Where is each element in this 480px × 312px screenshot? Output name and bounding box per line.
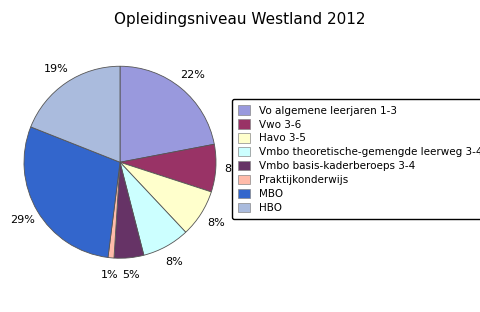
Wedge shape (24, 127, 120, 257)
Legend: Vo algemene leerjaren 1-3, Vwo 3-6, Havo 3-5, Vmbo theoretische-gemengde leerweg: Vo algemene leerjaren 1-3, Vwo 3-6, Havo… (231, 99, 480, 219)
Wedge shape (31, 66, 120, 162)
Text: 8%: 8% (207, 218, 225, 228)
Wedge shape (120, 144, 216, 192)
Text: 8%: 8% (224, 164, 242, 174)
Text: 29%: 29% (10, 215, 35, 225)
Text: 5%: 5% (122, 270, 140, 280)
Text: 1%: 1% (100, 270, 118, 280)
Wedge shape (114, 162, 144, 258)
Text: 8%: 8% (166, 256, 183, 266)
Text: Opleidingsniveau Westland 2012: Opleidingsniveau Westland 2012 (114, 12, 366, 27)
Text: 22%: 22% (180, 70, 204, 80)
Wedge shape (120, 162, 186, 255)
Wedge shape (120, 162, 211, 232)
Wedge shape (120, 66, 214, 162)
Text: 19%: 19% (44, 64, 69, 74)
Wedge shape (108, 162, 120, 258)
